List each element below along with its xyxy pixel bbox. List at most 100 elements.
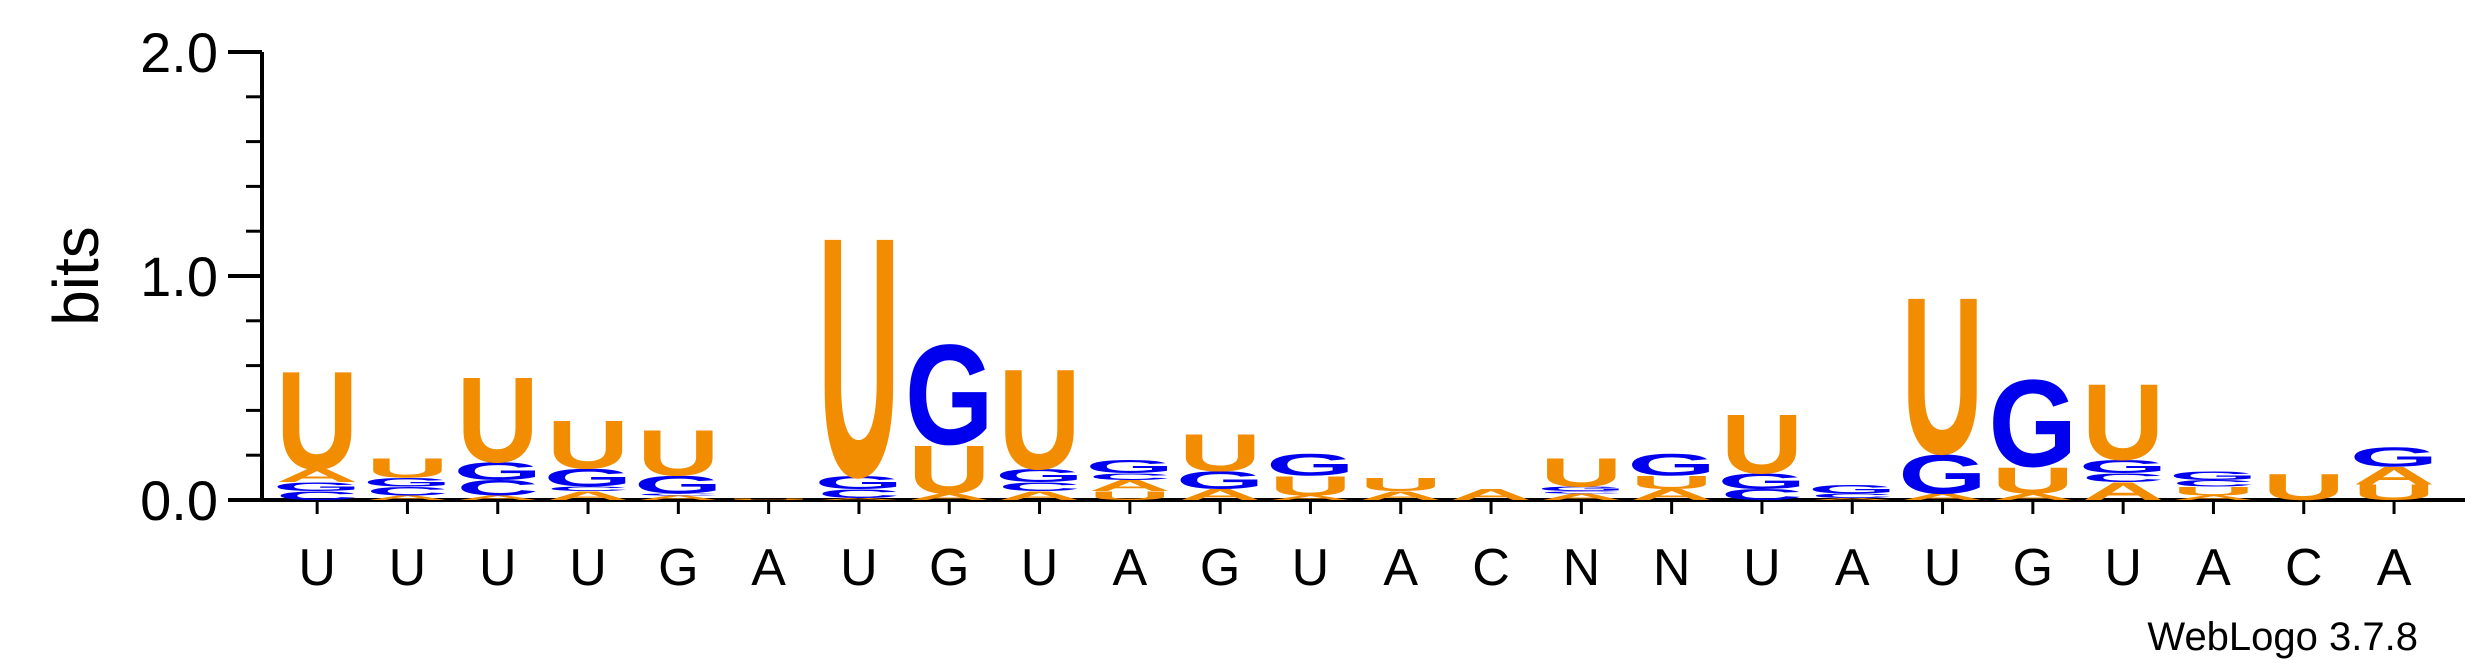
y-tick-label-bottom: 0.0	[140, 469, 218, 532]
x-tick-label: U	[479, 539, 517, 597]
logo-glyph: A	[908, 492, 990, 502]
logo-glyph: U	[998, 340, 1080, 499]
x-tick-label: U	[1021, 539, 1059, 597]
y-minor-ticks	[246, 95, 262, 457]
x-tick-label: U	[1924, 539, 1962, 597]
logo-glyph: G	[1266, 447, 1355, 482]
x-tick-label: U	[1743, 539, 1781, 597]
logo-glyph: C	[818, 487, 900, 501]
logo-glyph: U	[1089, 489, 1171, 503]
x-tick-label: U	[298, 539, 336, 597]
x-tick-label: U	[840, 539, 878, 597]
logo-glyph: A	[2172, 494, 2254, 501]
x-tick-label: U	[389, 539, 427, 597]
logo-glyph: A	[1089, 477, 1171, 494]
logo-glyph: C	[547, 485, 629, 492]
x-tick-label: A	[1835, 539, 1870, 597]
logo-glyph: G	[2169, 469, 2258, 483]
logo-glyph: A	[1540, 492, 1622, 502]
x-tick-label: N	[1653, 539, 1691, 597]
logo-glyph: G	[1537, 485, 1626, 492]
logo-glyph: C	[1089, 472, 1171, 482]
logo-glyph: C	[2082, 471, 2164, 485]
logo-glyph: U	[908, 431, 990, 507]
logo-glyph: U	[457, 352, 539, 488]
logo-glyph: U	[1269, 470, 1351, 501]
logo-glyph: U	[1540, 451, 1622, 496]
logo-glyph: U	[818, 167, 900, 549]
logo-glyph: U	[366, 452, 448, 483]
logo-glyph: G	[2350, 441, 2439, 472]
logo-glyph: A	[1811, 497, 1893, 500]
logo-glyph: U	[1992, 459, 2074, 501]
logo-glyph: A	[1179, 486, 1261, 503]
x-tick-label: C	[2285, 539, 2323, 597]
logo-glyph: G	[544, 464, 633, 492]
logo-glyph: U	[1360, 474, 1442, 495]
x-tick-label: U	[569, 539, 607, 597]
x-tick-label: U	[2104, 539, 2142, 597]
logo-glyph: G	[2079, 456, 2168, 477]
logo-glyph: A	[366, 494, 448, 501]
logo-glyph: G	[1808, 482, 1897, 496]
logo-glyph: C	[457, 476, 539, 500]
logo-glyph: U	[1901, 250, 1983, 501]
logo-glyph: G	[363, 476, 452, 490]
x-tick-label: A	[2377, 539, 2412, 597]
logo-glyph: A	[1901, 492, 1983, 502]
logo-glyph: U	[2172, 484, 2254, 498]
logo-glyph: G	[1898, 443, 1987, 505]
y-tick-label-top: 2.0	[140, 21, 218, 84]
logo-glyph: A	[998, 489, 1080, 503]
logo-glyph: A	[547, 489, 629, 503]
logo-glyph: U	[637, 416, 719, 489]
logo-glyph: G	[1718, 469, 1807, 493]
logo-glyph: A	[1631, 486, 1713, 503]
logo-glyph: U	[728, 499, 810, 501]
logo-glyph: U	[276, 342, 358, 499]
logo-glyph: G	[1989, 355, 2078, 494]
x-tick-label: A	[1383, 539, 1418, 597]
x-tick-label: G	[1200, 539, 1240, 597]
logo-glyph: U	[1179, 423, 1261, 482]
logo-glyph: U	[547, 407, 629, 483]
x-tick-label: G	[929, 539, 969, 597]
logo-glyph: A	[818, 497, 900, 500]
logo-glyph: G	[273, 480, 362, 494]
logo-glyph: A	[637, 494, 719, 501]
logo-glyph: C	[637, 493, 719, 496]
logo-glyph: U	[2082, 361, 2164, 483]
logo-glyph: A	[1269, 494, 1351, 501]
logo-glyph: G	[905, 316, 994, 475]
logo-glyph: C	[366, 484, 448, 498]
logo-glyph: C	[2172, 478, 2254, 488]
logo-glyph: G	[1627, 447, 1716, 482]
x-tick-label: N	[1563, 539, 1601, 597]
logo-glyph: A	[1360, 489, 1442, 503]
logo-glyph: U	[1631, 472, 1713, 493]
logo-glyph: A	[2353, 462, 2435, 490]
x-tick-label: U	[1292, 539, 1330, 597]
logo-glyph: G	[995, 465, 1084, 486]
y-axis-label: bits	[40, 226, 112, 326]
logo-glyph: G	[453, 457, 542, 485]
logo-glyph: C	[998, 480, 1080, 494]
logo-glyph: C	[1811, 492, 1893, 499]
logo-glyph: G	[1086, 456, 1175, 477]
logo-glyph: A	[457, 494, 539, 501]
logo-glyph: A	[276, 465, 358, 486]
logo-glyph: G	[815, 472, 904, 493]
x-tick-label: A	[1113, 539, 1148, 597]
x-tick-label: C	[1472, 539, 1510, 597]
logo-glyph: G	[1176, 466, 1265, 494]
x-tick-label: G	[2013, 539, 2053, 597]
logo-glyph: C	[1721, 486, 1803, 503]
logo-glyph: G	[634, 471, 723, 499]
x-tick-label: G	[658, 539, 698, 597]
logo-glyph: A	[1450, 486, 1532, 503]
logo-glyph: C	[1540, 491, 1622, 494]
logo-glyph: C	[276, 489, 358, 503]
